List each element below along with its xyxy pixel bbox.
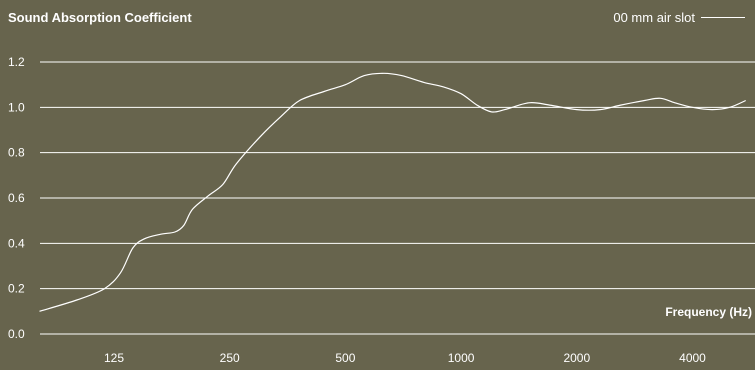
y-tick-label: 0.2 (8, 282, 25, 296)
y-tick-label: 1.0 (8, 100, 25, 114)
y-tick-label: 0.0 (8, 327, 25, 341)
legend-line-swatch (701, 17, 745, 18)
x-tick-label: 2000 (563, 351, 590, 365)
y-tick-label: 1.2 (8, 55, 25, 69)
y-tick-label: 0.8 (8, 146, 25, 160)
x-tick-label: 4000 (679, 351, 706, 365)
x-tick-label: 1000 (448, 351, 475, 365)
series-line (39, 72, 746, 312)
x-tick-label: 250 (220, 351, 240, 365)
legend-label: 00 mm air slot (613, 10, 695, 25)
x-axis-label: Frequency (Hz) (665, 305, 752, 319)
y-tick-label: 0.6 (8, 191, 25, 205)
legend: 00 mm air slot (613, 10, 745, 25)
y-tick-label: 0.4 (8, 236, 25, 250)
chart-title: Sound Absorption Coefficient (8, 10, 192, 25)
x-tick-label: 500 (335, 351, 355, 365)
x-tick-label: 125 (104, 351, 124, 365)
